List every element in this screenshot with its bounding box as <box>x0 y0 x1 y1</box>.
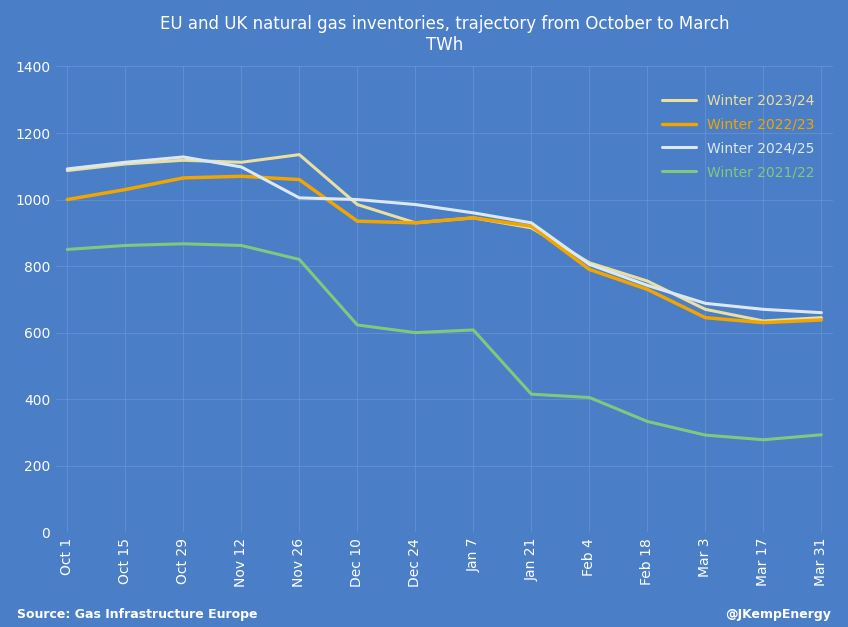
Winter 2021/22 <box>294 256 304 263</box>
Winter 2022/23 <box>62 196 72 203</box>
Winter 2023/24 <box>642 277 652 285</box>
Winter 2022/23 <box>468 214 478 221</box>
Winter 2023/24 <box>120 160 131 167</box>
Winter 2024/25 <box>120 159 131 166</box>
Winter 2022/23 <box>178 174 188 182</box>
Winter 2024/25 <box>62 165 72 172</box>
Winter 2023/24 <box>62 167 72 174</box>
Winter 2021/22 <box>120 241 131 249</box>
Winter 2022/23 <box>700 314 711 322</box>
Winter 2021/22 <box>62 246 72 253</box>
Winter 2023/24 <box>758 317 768 325</box>
Winter 2024/25 <box>642 282 652 289</box>
Winter 2022/23 <box>294 176 304 183</box>
Winter 2024/25 <box>758 305 768 313</box>
Winter 2023/24 <box>527 224 537 231</box>
Winter 2023/24 <box>178 157 188 164</box>
Winter 2024/25 <box>237 163 247 171</box>
Winter 2024/25 <box>178 153 188 161</box>
Winter 2021/22 <box>410 329 421 336</box>
Winter 2022/23 <box>642 286 652 293</box>
Winter 2024/25 <box>294 194 304 202</box>
Winter 2021/22 <box>237 241 247 249</box>
Winter 2022/23 <box>817 316 827 324</box>
Winter 2021/22 <box>178 240 188 248</box>
Line: Winter 2022/23: Winter 2022/23 <box>67 176 822 323</box>
Winter 2022/23 <box>237 172 247 180</box>
Legend: Winter 2023/24, Winter 2022/23, Winter 2024/25, Winter 2021/22: Winter 2023/24, Winter 2022/23, Winter 2… <box>650 83 826 190</box>
Winter 2024/25 <box>410 201 421 208</box>
Line: Winter 2024/25: Winter 2024/25 <box>67 157 822 313</box>
Text: @JKempEnergy: @JKempEnergy <box>725 608 831 621</box>
Winter 2024/25 <box>584 261 594 268</box>
Winter 2021/22 <box>817 431 827 438</box>
Winter 2021/22 <box>352 321 362 329</box>
Winter 2023/24 <box>410 219 421 226</box>
Line: Winter 2023/24: Winter 2023/24 <box>67 155 822 321</box>
Winter 2024/25 <box>527 219 537 226</box>
Winter 2022/23 <box>120 186 131 193</box>
Winter 2021/22 <box>468 326 478 334</box>
Winter 2023/24 <box>700 305 711 313</box>
Winter 2021/22 <box>527 391 537 398</box>
Winter 2023/24 <box>294 151 304 159</box>
Winter 2021/22 <box>700 431 711 439</box>
Winter 2024/25 <box>352 196 362 203</box>
Text: Source: Gas Infrastructure Europe: Source: Gas Infrastructure Europe <box>17 608 258 621</box>
Winter 2023/24 <box>817 314 827 322</box>
Winter 2022/23 <box>758 319 768 327</box>
Winter 2023/24 <box>352 201 362 208</box>
Winter 2023/24 <box>468 214 478 221</box>
Winter 2024/25 <box>817 309 827 317</box>
Winter 2021/22 <box>642 418 652 425</box>
Winter 2024/25 <box>700 300 711 307</box>
Winter 2022/23 <box>527 223 537 230</box>
Line: Winter 2021/22: Winter 2021/22 <box>67 244 822 440</box>
Winter 2022/23 <box>352 218 362 225</box>
Winter 2024/25 <box>468 209 478 216</box>
Winter 2021/22 <box>758 436 768 443</box>
Winter 2023/24 <box>584 259 594 266</box>
Winter 2022/23 <box>410 219 421 226</box>
Winter 2023/24 <box>237 159 247 166</box>
Winter 2021/22 <box>584 394 594 401</box>
Title: EU and UK natural gas inventories, trajectory from October to March
TWh: EU and UK natural gas inventories, traje… <box>159 15 729 54</box>
Winter 2022/23 <box>584 266 594 273</box>
